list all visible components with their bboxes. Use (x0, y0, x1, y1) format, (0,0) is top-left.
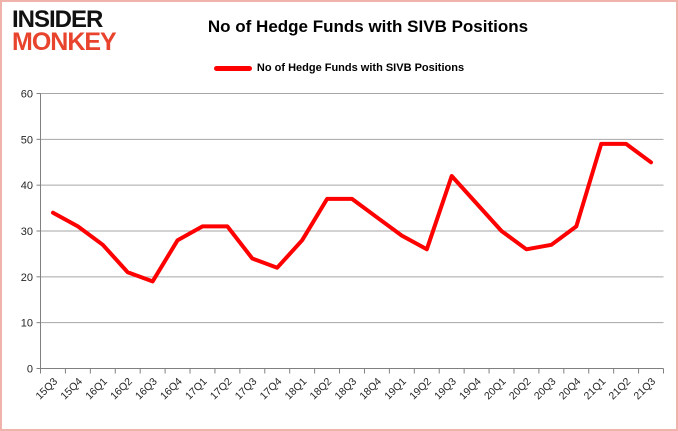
x-axis-label: 21Q3 (631, 376, 658, 403)
x-axis-label: 16Q3 (133, 376, 160, 403)
x-axis-label: 16Q4 (158, 376, 185, 403)
logo-text-monkey: MONKEY (12, 28, 117, 57)
y-axis-label: 40 (21, 180, 33, 192)
y-axis-label: 30 (21, 226, 33, 238)
x-axis-label: 20Q3 (532, 376, 559, 403)
x-axis-label: 15Q3 (33, 376, 60, 403)
x-axis-label: 16Q1 (83, 376, 110, 403)
x-axis-label: 20Q1 (482, 376, 509, 403)
legend-line-swatch (213, 65, 252, 71)
x-axis-label: 18Q4 (357, 376, 384, 403)
y-axis-label: 50 (21, 134, 33, 146)
x-axis-label: 19Q2 (407, 376, 434, 403)
x-axis-label: 20Q2 (507, 376, 534, 403)
insider-monkey-logo: INSIDER MONKEY (12, 6, 117, 57)
x-axis-label: 17Q2 (208, 376, 235, 403)
series-line-hedge-funds (51, 141, 653, 284)
x-axis-label: 18Q3 (332, 376, 359, 403)
x-axis-label: 16Q2 (108, 376, 135, 403)
x-axis-label: 21Q1 (582, 376, 609, 403)
x-axis-label: 17Q4 (258, 376, 285, 403)
x-axis-label: 15Q4 (58, 376, 85, 403)
y-axis-label: 20 (21, 272, 33, 284)
x-axis-label: 20Q4 (557, 376, 584, 403)
x-axis-label: 19Q4 (457, 376, 484, 403)
y-axis-label: 60 (21, 89, 33, 101)
x-axis-label: 17Q3 (233, 376, 260, 403)
x-axis-label: 18Q2 (308, 376, 335, 403)
x-axis-label: 19Q3 (432, 376, 459, 403)
y-axis-label: 10 (21, 318, 33, 330)
x-axis-label: 21Q2 (607, 376, 634, 403)
chart-title: No of Hedge Funds with SIVB Positions (207, 17, 529, 36)
x-axis-label: 17Q1 (183, 376, 210, 403)
legend: No of Hedge Funds with SIVB Positions (2, 62, 676, 74)
x-axis-label: 19Q1 (382, 376, 409, 403)
x-axis-label: 18Q1 (283, 376, 310, 403)
legend-label: No of Hedge Funds with SIVB Positions (256, 62, 465, 74)
logo-text-insider: INSIDER (12, 6, 103, 33)
y-axis-label: 0 (27, 364, 33, 376)
